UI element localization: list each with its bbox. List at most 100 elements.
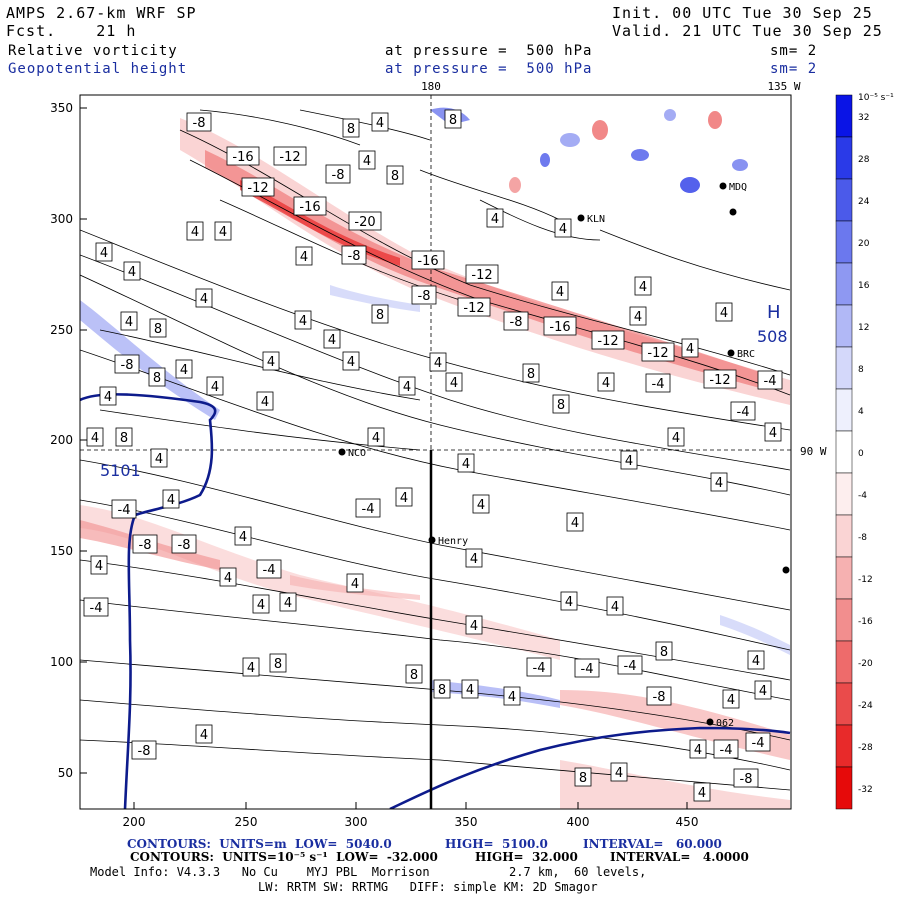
svg-text:8: 8 bbox=[120, 431, 128, 446]
high-pressure-marker: H bbox=[767, 302, 781, 323]
contour-label: -4 bbox=[745, 732, 771, 752]
station-dot bbox=[577, 214, 585, 222]
contour-label: 4 bbox=[294, 310, 312, 330]
colorbar-swatch bbox=[835, 304, 853, 348]
svg-text:4: 4 bbox=[284, 596, 292, 611]
svg-text:4: 4 bbox=[299, 314, 307, 329]
contour-label: -4 bbox=[757, 370, 783, 390]
footer-height-high: HIGH= 5100.0 bbox=[445, 837, 548, 851]
svg-text:8: 8 bbox=[660, 645, 668, 660]
contour-label: 4 bbox=[610, 762, 628, 782]
station-label: NCO bbox=[348, 448, 366, 459]
colorbar-tick-label: 16 bbox=[858, 281, 870, 291]
svg-text:4: 4 bbox=[727, 693, 735, 708]
colorbar-swatch bbox=[835, 514, 853, 558]
contour-label: -8 bbox=[132, 534, 158, 554]
contour-label: 4 bbox=[219, 567, 237, 587]
svg-text:4: 4 bbox=[200, 728, 208, 743]
contour-label: 8 bbox=[574, 767, 592, 787]
contour-label: 4 bbox=[95, 242, 113, 262]
svg-text:4: 4 bbox=[602, 376, 610, 391]
contour-label: 8 bbox=[386, 165, 404, 185]
contour-label: 4 bbox=[681, 338, 699, 358]
field2-level: at pressure = 500 hPa bbox=[385, 61, 593, 77]
contour-label: 4 bbox=[162, 489, 180, 509]
contour-label: 4 bbox=[214, 221, 232, 241]
svg-text:4: 4 bbox=[239, 530, 247, 545]
colorbar-tick-label: 12 bbox=[858, 323, 869, 333]
contour-label: 4 bbox=[620, 450, 638, 470]
svg-text:4: 4 bbox=[95, 559, 103, 574]
field2-smoothing: sm= 2 bbox=[770, 61, 818, 77]
footer-vorticity-contours: CONTOURS: UNITS=10⁻⁵ s⁻¹ LOW= -32.000 bbox=[130, 850, 438, 864]
contour-label: 4 bbox=[123, 261, 141, 281]
y-tick-label: 150 bbox=[50, 544, 73, 558]
svg-text:4: 4 bbox=[328, 333, 336, 348]
svg-text:4: 4 bbox=[91, 431, 99, 446]
forecast-hour: Fcst. 21 h bbox=[6, 22, 137, 40]
colorbar-swatch bbox=[835, 388, 853, 432]
colorbar-swatch bbox=[835, 220, 853, 264]
init-time: Init. 00 UTC Tue 30 Sep 25 bbox=[612, 4, 873, 22]
footer-height-interval: INTERVAL= 60.000 bbox=[583, 837, 722, 851]
colorbar-tick-label: -20 bbox=[858, 659, 873, 669]
footer-vorticity-interval: INTERVAL= 4.0000 bbox=[610, 850, 749, 864]
contour-label: 4 bbox=[262, 351, 280, 371]
svg-text:8: 8 bbox=[274, 657, 282, 672]
svg-text:4: 4 bbox=[477, 498, 485, 513]
contour-label: 8 bbox=[148, 367, 166, 387]
svg-text:4: 4 bbox=[491, 212, 499, 227]
y-tick-label: 250 bbox=[50, 323, 73, 337]
grid-label-90w: 90 W bbox=[800, 445, 827, 458]
contour-label: 4 bbox=[90, 555, 108, 575]
colorbar-tick-label: -4 bbox=[858, 491, 867, 501]
station-dot bbox=[729, 208, 737, 216]
svg-text:8: 8 bbox=[376, 308, 384, 323]
colorbar-tick-label: -12 bbox=[858, 575, 873, 585]
y-tick-label: 100 bbox=[50, 655, 73, 669]
field2-name: Geopotential height bbox=[8, 61, 188, 77]
contour-label: -4 bbox=[574, 658, 600, 678]
contour-label: 4 bbox=[429, 352, 447, 372]
contour-label: 4 bbox=[457, 453, 475, 473]
svg-text:8: 8 bbox=[579, 771, 587, 786]
x-tick-label: 250 bbox=[235, 815, 258, 829]
contour-label: 4 bbox=[86, 427, 104, 447]
colorbar-tick-label: 0 bbox=[858, 449, 864, 459]
grid-label-180: 180 bbox=[421, 80, 441, 93]
contour-label: -12 bbox=[465, 264, 499, 284]
svg-text:-12: -12 bbox=[647, 346, 668, 361]
svg-text:-8: -8 bbox=[510, 315, 523, 330]
contour-label: 4 bbox=[503, 686, 521, 706]
contour-label: 8 bbox=[522, 363, 540, 383]
contour-label: 4 bbox=[461, 679, 479, 699]
contour-label: -8 bbox=[341, 245, 367, 265]
svg-text:-12: -12 bbox=[279, 150, 300, 165]
colorbar-swatch bbox=[835, 556, 853, 600]
contour-label: -4 bbox=[730, 401, 756, 421]
contour-label: 4 bbox=[597, 372, 615, 392]
contour-label: -8 bbox=[131, 740, 157, 760]
colorbar-tick-label: -24 bbox=[858, 701, 873, 711]
contour-label: -4 bbox=[526, 657, 552, 677]
contour-label: 8 bbox=[433, 679, 451, 699]
colorbar-tick-label: 24 bbox=[858, 197, 870, 207]
contour-label: 4 bbox=[606, 596, 624, 616]
svg-text:-8: -8 bbox=[418, 289, 431, 304]
contour-label: 4 bbox=[99, 386, 117, 406]
svg-text:4: 4 bbox=[347, 355, 355, 370]
svg-text:-4: -4 bbox=[720, 743, 733, 758]
colorbar-unit: 10⁻⁵ s⁻¹ bbox=[858, 93, 894, 103]
svg-text:4: 4 bbox=[200, 292, 208, 307]
svg-text:4: 4 bbox=[400, 491, 408, 506]
contour-label: -8 bbox=[171, 534, 197, 554]
footer-physics-info: LW: RRTM SW: RRTMG DIFF: simple KM: 2D S… bbox=[258, 880, 598, 894]
station-dot bbox=[338, 448, 346, 456]
footer-model-info: Model Info: V4.3.3 No Cu MYJ PBL Morriso… bbox=[90, 865, 647, 879]
y-tick-label: 300 bbox=[50, 212, 73, 226]
contour-label: -16 bbox=[543, 316, 577, 336]
contour-label: -4 bbox=[355, 498, 381, 518]
contour-label: 4 bbox=[195, 288, 213, 308]
svg-text:8: 8 bbox=[438, 683, 446, 698]
